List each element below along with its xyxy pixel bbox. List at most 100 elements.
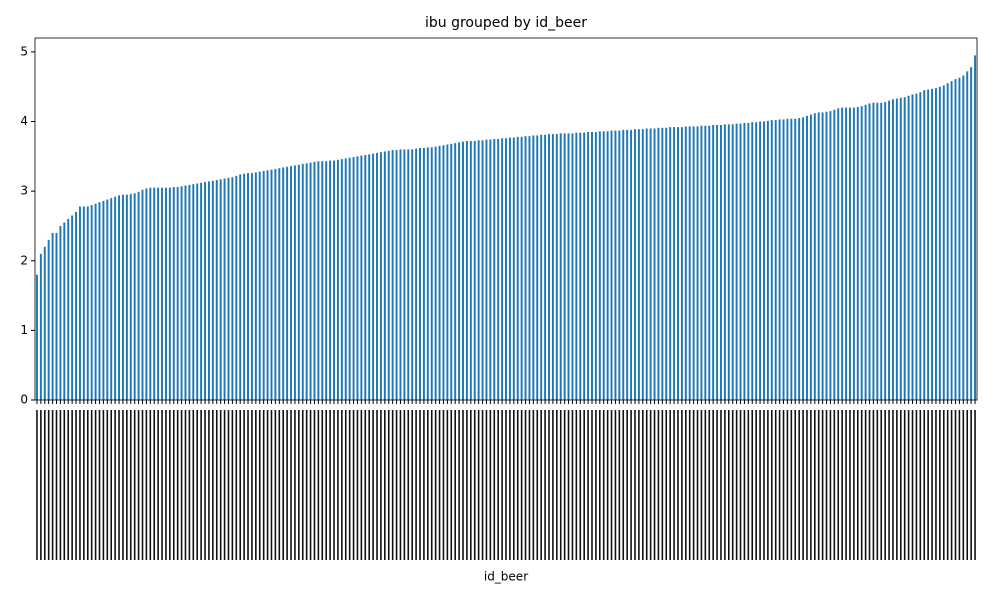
bar <box>407 149 410 400</box>
bar <box>250 173 253 400</box>
bar <box>71 215 74 400</box>
bar <box>634 129 636 400</box>
bar <box>434 146 437 400</box>
bar <box>770 120 773 401</box>
bar <box>270 169 273 400</box>
bar <box>645 128 648 400</box>
plot-frame <box>34 37 978 401</box>
bar <box>309 162 312 400</box>
bar <box>899 97 902 400</box>
bar <box>712 125 715 401</box>
y-tick-label: 5 <box>20 44 28 58</box>
bar <box>114 196 117 400</box>
bar <box>895 98 898 401</box>
bar <box>395 150 398 400</box>
bar <box>149 187 152 400</box>
bar <box>950 81 953 401</box>
bar <box>63 222 66 400</box>
bar <box>200 182 203 400</box>
bar <box>860 106 863 400</box>
bar <box>465 141 468 400</box>
bar <box>501 138 504 400</box>
bar <box>841 107 844 400</box>
bar <box>700 125 703 400</box>
bar <box>321 161 324 400</box>
bar <box>368 154 371 400</box>
bar <box>903 97 906 400</box>
bar <box>493 138 496 400</box>
bar <box>649 128 652 400</box>
bar <box>774 120 777 401</box>
bar <box>954 79 957 401</box>
bar <box>477 140 480 401</box>
bar <box>231 177 234 400</box>
bar <box>766 120 769 400</box>
bar <box>641 129 644 400</box>
bar <box>864 104 867 400</box>
bar <box>602 131 605 401</box>
bar <box>735 123 738 400</box>
bar <box>55 232 58 400</box>
bar <box>145 188 148 400</box>
bar <box>469 141 472 400</box>
bar <box>575 132 578 400</box>
bar <box>755 122 758 400</box>
bar <box>403 149 406 400</box>
bar <box>946 83 949 400</box>
bar <box>207 181 210 400</box>
bar <box>141 189 144 400</box>
bar <box>59 225 62 400</box>
bar <box>379 152 382 400</box>
bar <box>571 133 574 400</box>
bar <box>809 114 812 401</box>
bar <box>692 126 695 401</box>
bar <box>168 187 171 400</box>
bar <box>94 203 97 400</box>
bar <box>516 136 519 400</box>
bar <box>223 178 226 400</box>
bar <box>512 137 515 401</box>
bar <box>747 122 750 400</box>
bar <box>731 124 734 401</box>
bar <box>618 130 621 401</box>
bar <box>677 127 679 400</box>
bar <box>274 168 277 400</box>
bar <box>837 108 840 401</box>
bar <box>336 159 339 400</box>
bar <box>438 145 441 400</box>
bar <box>415 148 418 400</box>
bar <box>743 122 746 400</box>
bar <box>915 93 918 400</box>
bar <box>805 115 808 400</box>
bar <box>723 124 726 401</box>
bar <box>227 177 230 400</box>
bar <box>35 274 38 400</box>
bar <box>180 186 183 400</box>
bar <box>297 164 300 400</box>
bar <box>266 170 269 400</box>
bar <box>716 125 719 401</box>
bar <box>790 118 793 400</box>
bar <box>524 136 527 400</box>
bar <box>399 149 402 400</box>
bar <box>301 164 304 400</box>
bar <box>325 161 328 400</box>
bar <box>626 129 629 400</box>
bar <box>962 75 965 400</box>
bar <box>78 206 81 400</box>
bar <box>559 133 562 400</box>
bar <box>673 127 676 400</box>
bar <box>579 132 582 400</box>
bar <box>696 126 699 401</box>
bar <box>90 205 93 400</box>
bar <box>497 138 500 400</box>
bar <box>184 185 187 400</box>
bar <box>458 142 461 400</box>
bar <box>630 129 633 400</box>
bar <box>704 125 707 400</box>
bar <box>254 172 257 400</box>
bar <box>653 128 656 400</box>
y-tick-label: 0 <box>20 393 28 407</box>
bar <box>751 122 754 400</box>
